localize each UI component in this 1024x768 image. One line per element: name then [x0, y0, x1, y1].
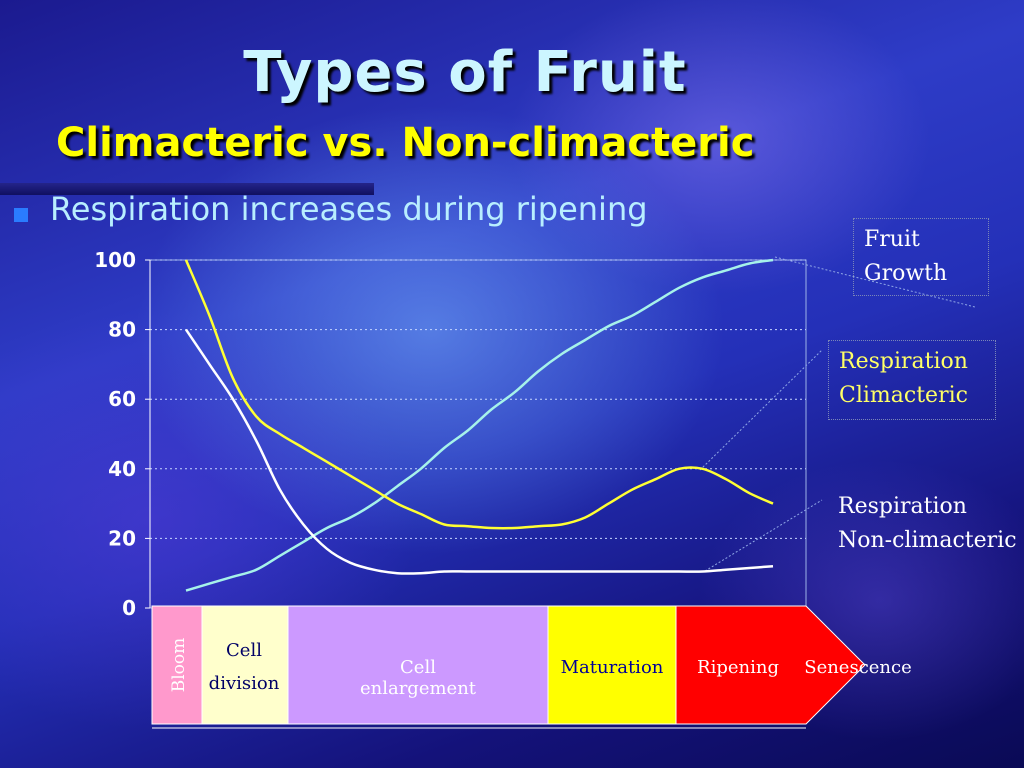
legend-fruit-growth-line1: Fruit — [864, 227, 920, 252]
legend-climacteric-line2: Climacteric — [839, 383, 968, 408]
legend-nonclimacteric-line1: Respiration — [838, 494, 967, 519]
y-tick-label: 0 — [122, 596, 136, 620]
slide-title: Types of Fruit — [243, 40, 687, 105]
legend-respiration-climacteric: Respiration Climacteric — [828, 340, 996, 420]
legend-nonclimacteric-line2: Non-climacteric — [838, 528, 1017, 553]
legend-fruit-growth: Fruit Growth — [853, 218, 989, 296]
stage-cell-division-box — [201, 605, 289, 725]
y-tick-label: 60 — [108, 387, 136, 411]
stage-cell-enlargement-line1: Cell — [400, 657, 436, 678]
stage-cell-enlargement-line2: enlargement — [359, 678, 477, 699]
legend-leader-line — [699, 349, 823, 471]
series-line-respiration-non-climacteric — [184, 328, 774, 575]
stage-bloom-box — [151, 605, 203, 725]
y-tick-label: 100 — [94, 248, 136, 272]
y-tick-label: 80 — [108, 318, 136, 342]
stage-ripening-label: Ripening — [697, 657, 779, 678]
legend-fruit-growth-line2: Growth — [864, 261, 948, 286]
stage-cell-division-label: Cell division — [203, 640, 285, 694]
legend-respiration-non-climacteric: Respiration Non-climacteric — [838, 490, 1017, 558]
stage-cell-enlargement-box — [287, 605, 549, 725]
legend-climacteric-line1: Respiration — [839, 349, 968, 374]
title-divider — [0, 183, 374, 195]
stage-cell-division-line2: division — [208, 673, 280, 694]
y-tick-label: 20 — [108, 526, 136, 550]
stage-cell-enlargement-label: Cell enlargement — [288, 657, 548, 699]
plot-area-border — [149, 259, 807, 609]
stage-bloom-label: Bloom — [169, 638, 189, 693]
series-line-respiration-climacteric — [184, 259, 774, 530]
stage-ripening-senescence-arrow — [675, 605, 866, 725]
stage-senescence-label: Senescence — [804, 657, 912, 678]
stage-maturation-label: Maturation — [560, 657, 664, 678]
bullet-square-icon — [14, 208, 28, 222]
y-tick-label: 40 — [108, 457, 136, 481]
slide-subtitle: Climacteric vs. Non-climacteric — [56, 120, 755, 166]
series-line-fruit-growth — [185, 258, 774, 592]
stage-cell-division-line1: Cell — [226, 640, 262, 661]
bullet-text: Respiration increases during ripening — [50, 190, 648, 228]
legend-leader-line — [704, 499, 823, 572]
stage-maturation-box — [547, 605, 677, 725]
